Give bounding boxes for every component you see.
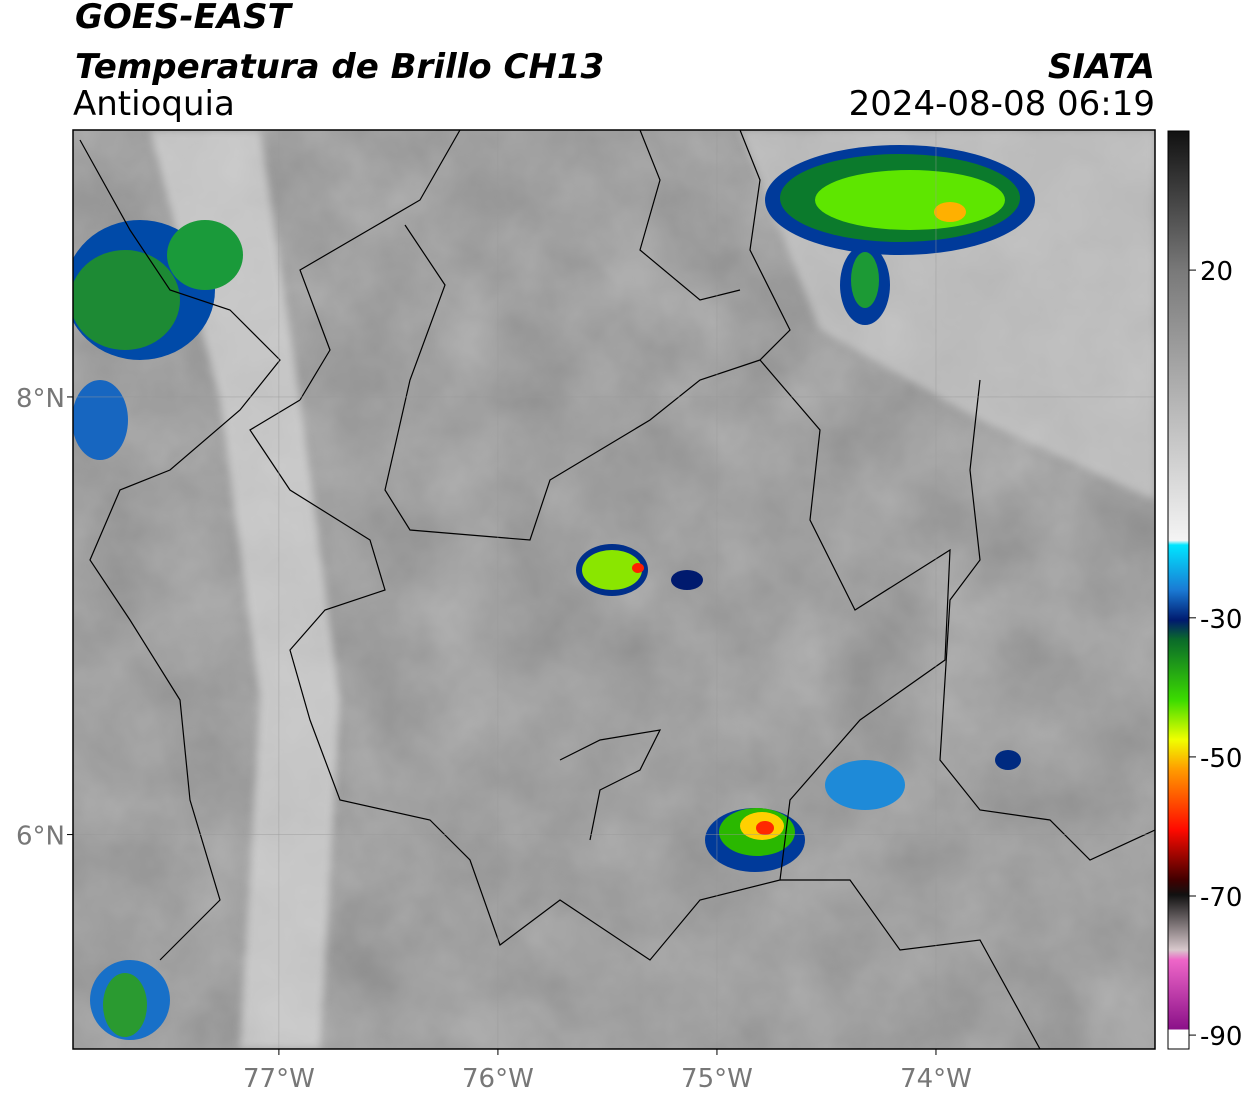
timestamp: 2024-08-08 06:19 (849, 84, 1155, 124)
subtitle: Temperatura de Brillo CH13 (75, 47, 604, 87)
convective-cells (73, 145, 1035, 1040)
colorbar-tick-label: -90 (1200, 1022, 1242, 1052)
title: GOES-EAST (75, 0, 294, 37)
colorbar-tick-label: 20 (1200, 257, 1233, 287)
map-frame (72, 129, 1156, 1050)
gridlines (73, 130, 1155, 1049)
lon-tick-label: 74°W (900, 1064, 972, 1094)
satellite-image (73, 130, 1155, 1049)
lon-tick-label: 75°W (681, 1064, 753, 1094)
brand: SIATA (1048, 47, 1155, 87)
lat-tick-label: 6°N (16, 822, 65, 852)
lon-tick-label: 76°W (462, 1064, 534, 1094)
colorbar (1167, 130, 1190, 1050)
region: Antioquia (73, 84, 235, 124)
colorbar-tick-label: -70 (1200, 883, 1242, 913)
colorbar-tick-label: -50 (1200, 744, 1242, 774)
borders (79, 130, 1155, 1049)
lon-tick-label: 77°W (243, 1064, 315, 1094)
colorbar-tick-label: -30 (1200, 605, 1242, 635)
lat-tick-label: 8°N (16, 384, 65, 414)
